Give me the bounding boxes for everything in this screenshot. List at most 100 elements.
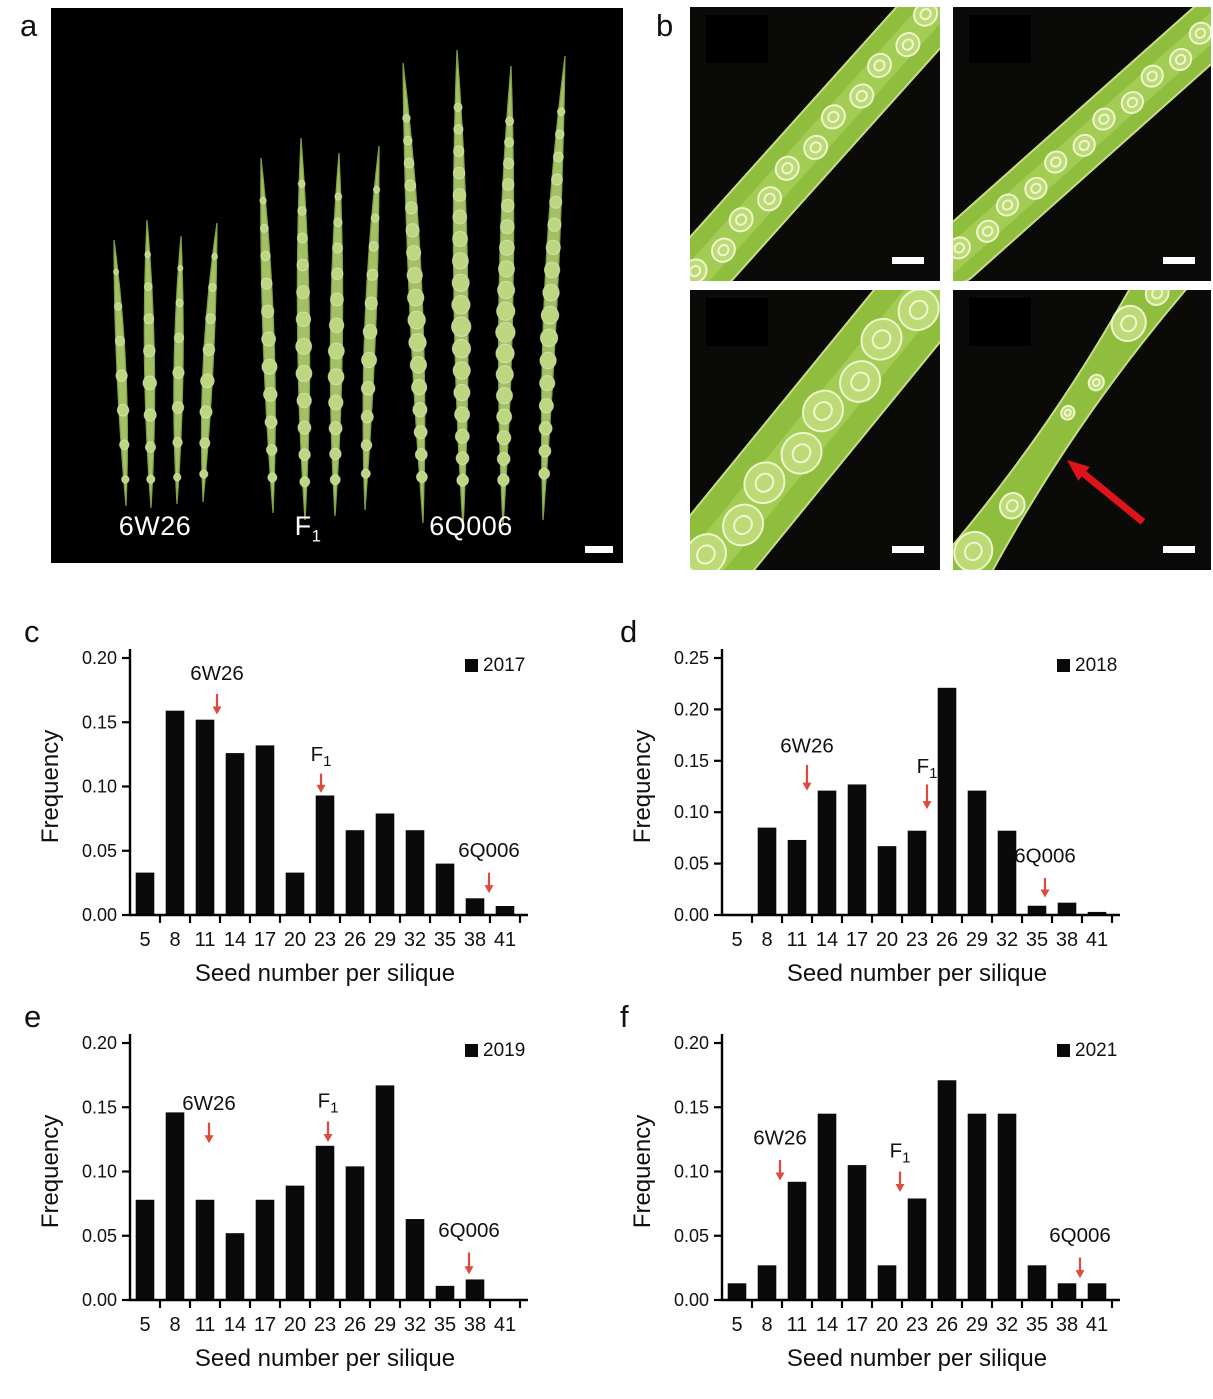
svg-text:0.20: 0.20 [674,699,709,719]
svg-text:32: 32 [404,929,426,951]
svg-text:0.05: 0.05 [82,1226,117,1246]
svg-text:0.05: 0.05 [82,841,117,861]
bar-chart-2019: 0.00 0.05 0.10 0.15 0.20 5 8 11 14 17 20 23 26 29 32 35… [20,1007,605,1382]
silique-photo-a-art [112,49,566,529]
svg-text:F1: F1 [917,755,938,782]
svg-text:0.25: 0.25 [674,648,709,668]
svg-text:14: 14 [224,929,246,951]
svg-text:6W26: 6W26 [753,1127,807,1150]
svg-text:35: 35 [434,929,456,951]
panel-label-a: a [20,8,38,43]
svg-text:Seed number per silique: Seed number per silique [195,1345,455,1372]
svg-text:Frequency: Frequency [37,1115,64,1228]
svg-text:0.00: 0.00 [82,1290,117,1310]
svg-text:0.00: 0.00 [674,905,709,925]
svg-text:5: 5 [139,1314,150,1336]
svg-text:11: 11 [787,929,808,951]
svg-text:0.15: 0.15 [82,1097,117,1117]
genotype-label-f1: F1 [294,511,322,546]
svg-text:F1: F1 [890,1139,911,1166]
silique-closeup-top-right [953,7,1211,281]
svg-text:6W26: 6W26 [780,735,834,758]
svg-text:26: 26 [344,1314,366,1336]
svg-text:Frequency: Frequency [37,730,64,843]
svg-text:26: 26 [936,929,958,951]
panel-label-c: c [24,614,40,649]
svg-text:26: 26 [344,929,366,951]
svg-text:Seed number per silique: Seed number per silique [195,960,455,987]
svg-text:2018: 2018 [1075,655,1117,676]
svg-text:0.05: 0.05 [674,854,709,874]
svg-text:Seed number per silique: Seed number per silique [787,1345,1047,1372]
svg-text:38: 38 [464,929,486,951]
svg-text:11: 11 [195,929,216,951]
panel-label-d: d [620,614,638,649]
svg-text:35: 35 [1026,929,1048,951]
svg-text:6Q006: 6Q006 [1014,845,1076,868]
svg-text:0.20: 0.20 [82,1033,117,1053]
svg-text:17: 17 [846,1314,868,1336]
silique-closeup-top-left [690,7,940,281]
svg-text:8: 8 [761,929,772,951]
svg-text:41: 41 [1086,1314,1108,1336]
bar-chart-svg-2017: 0.00 0.05 0.10 0.15 0.20 5 8 11 14 17 20 23 26 29 32 35… [37,648,528,987]
svg-text:11: 11 [195,1314,216,1336]
svg-text:29: 29 [374,1314,396,1336]
svg-text:14: 14 [816,929,838,951]
svg-text:8: 8 [761,1314,772,1336]
svg-text:29: 29 [966,929,988,951]
silique-closeup-bottom-left [690,290,940,570]
svg-text:38: 38 [464,1314,486,1336]
svg-text:29: 29 [966,1314,988,1336]
svg-text:41: 41 [494,929,516,951]
svg-text:14: 14 [816,1314,838,1336]
svg-text:32: 32 [996,1314,1018,1336]
svg-text:0.15: 0.15 [82,712,117,732]
panel-label-b: b [656,8,674,43]
svg-text:Frequency: Frequency [629,730,656,843]
svg-text:41: 41 [1086,929,1108,951]
svg-text:0.10: 0.10 [82,1162,117,1182]
svg-text:32: 32 [404,1314,426,1336]
svg-text:20: 20 [284,929,306,951]
svg-text:0.20: 0.20 [674,1033,709,1053]
silique-closeup-bottom-right-aborted-seed [953,290,1211,570]
svg-text:41: 41 [494,1314,516,1336]
svg-text:20: 20 [284,1314,306,1336]
svg-text:35: 35 [434,1314,456,1336]
panel-label-f: f [620,999,629,1034]
svg-text:29: 29 [374,929,396,951]
svg-text:Seed number per silique: Seed number per silique [787,960,1047,987]
svg-text:20: 20 [876,929,898,951]
svg-text:38: 38 [1056,1314,1078,1336]
svg-text:F1: F1 [311,743,332,770]
svg-text:23: 23 [906,929,928,951]
svg-text:F1: F1 [318,1089,339,1116]
svg-text:0.10: 0.10 [82,777,117,797]
svg-text:2019: 2019 [483,1040,525,1061]
genotype-label-6q006: 6Q006 [429,511,513,541]
svg-text:0.10: 0.10 [674,1162,709,1182]
silique-photo-panel-a: 6W26 F1 6Q006 [51,8,623,563]
svg-text:23: 23 [314,929,336,951]
svg-text:6Q006: 6Q006 [458,839,520,862]
svg-text:20: 20 [876,1314,898,1336]
svg-text:26: 26 [936,1314,958,1336]
svg-text:17: 17 [254,929,276,951]
svg-text:6Q006: 6Q006 [438,1219,500,1242]
svg-text:0.15: 0.15 [674,1097,709,1117]
svg-text:11: 11 [787,1314,808,1336]
svg-text:35: 35 [1026,1314,1048,1336]
svg-text:38: 38 [1056,929,1078,951]
svg-text:6W26: 6W26 [182,1092,236,1115]
svg-text:8: 8 [169,929,180,951]
svg-text:32: 32 [996,929,1018,951]
svg-text:17: 17 [254,1314,276,1336]
bar-chart-svg-2018: 0.00 0.05 0.10 0.15 0.20 0.25 5 8 11 14 17 20 23 26 29… [629,648,1120,987]
svg-text:23: 23 [314,1314,336,1336]
svg-text:6Q006: 6Q006 [1049,1224,1111,1247]
svg-text:Frequency: Frequency [629,1115,656,1228]
bar-chart-svg-2019: 0.00 0.05 0.10 0.15 0.20 5 8 11 14 17 20 23 26 29 32 35… [37,1033,528,1372]
svg-text:0.05: 0.05 [674,1226,709,1246]
